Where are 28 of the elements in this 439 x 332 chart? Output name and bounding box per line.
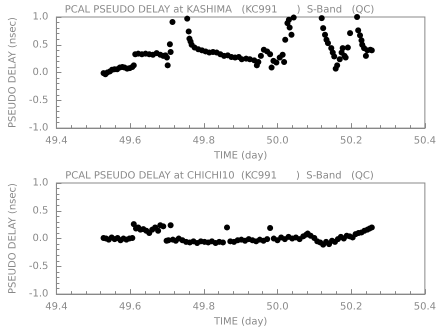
y-tick-label: 0.5 (32, 39, 48, 50)
y-tick-label: -1.0 (28, 122, 48, 134)
x-tick-label: 50.4 (414, 136, 436, 147)
x-tick-label: 50.0 (266, 302, 289, 313)
y-axis-title: PSEUDO DELAY (nsec) (8, 182, 18, 294)
x-axis-title: TIME (day) (212, 316, 268, 328)
chart-title: PCAL PSEUDO DELAY at CHICHI10 (KC991 ) S-Band (QC) (65, 170, 374, 182)
x-tick-label: 50.0 (266, 136, 289, 147)
y-tick-label: 0.0 (32, 67, 48, 78)
x-tick-label: 49.6 (118, 302, 142, 313)
y-tick-label: 1.0 (32, 12, 48, 22)
x-tick-label: 49.8 (192, 136, 215, 147)
y-tick-label: -0.5 (28, 260, 48, 272)
y-axis-title: PSEUDO DELAY (nsec) (8, 16, 18, 128)
y-tick-label: 0.5 (32, 205, 48, 216)
y-tick-label: -1.0 (28, 288, 48, 300)
x-tick-label: 50.2 (340, 302, 362, 313)
y-tick-label: 0.0 (32, 233, 48, 244)
x-tick-label: 50.2 (340, 136, 362, 147)
x-tick-label: 49.4 (45, 302, 68, 313)
x-tick-label: 50.4 (414, 302, 436, 313)
x-tick-label: 49.6 (118, 136, 142, 147)
y-tick-label: -0.5 (28, 94, 48, 106)
x-tick-label: 49.4 (45, 136, 68, 147)
chart-title: PCAL PSEUDO DELAY at KASHIMA (KC991 ) S-Band (QC) (64, 4, 374, 16)
x-tick-label: 49.8 (192, 302, 215, 313)
y-tick-label: 1.0 (32, 178, 48, 188)
x-axis-title: TIME (day) (212, 150, 268, 162)
